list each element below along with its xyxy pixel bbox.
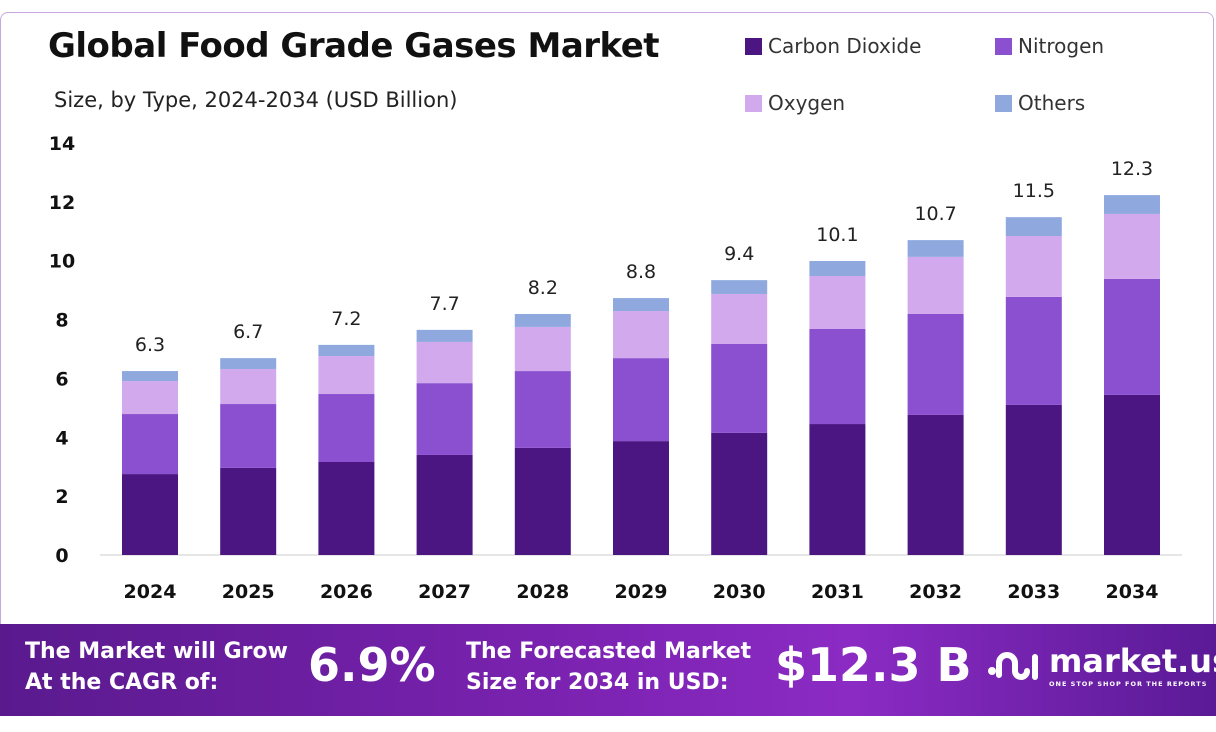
y-tick-label: 4 [55, 427, 68, 449]
bar-segment-carbon-dioxide [613, 441, 669, 555]
cagr-label: The Market will Grow At the CAGR of: [25, 639, 288, 695]
bar-segment-nitrogen [711, 343, 768, 433]
bar-segment-nitrogen [613, 358, 669, 442]
total-data-label: 11.5 [1013, 180, 1055, 202]
stacked-bar-chart: 0 2 4 6 8 10 12 14 6.3 2024 6.7 2025 7.2 2026 7.7 2027 8… [49, 133, 1182, 603]
bar-segment-others [1005, 217, 1062, 236]
bar-segment-oxygen [809, 276, 866, 329]
bar-segment-oxygen [220, 369, 277, 405]
bar-segment-carbon-dioxide [514, 447, 571, 555]
legend-label: Carbon Dioxide [768, 34, 922, 58]
bar-segment-carbon-dioxide [318, 462, 375, 555]
market-us-logo-icon [988, 652, 1038, 680]
legend-label: Others [1018, 91, 1086, 115]
brand-tagline: ONE STOP SHOP FOR THE REPORTS [1049, 680, 1208, 688]
bar-segment-oxygen [613, 311, 669, 359]
brand-name: market.us [1049, 642, 1216, 680]
legend-label: Nitrogen [1018, 34, 1105, 58]
y-tick-label: 0 [55, 545, 68, 567]
total-data-label: 6.3 [135, 334, 165, 356]
total-data-label: 12.3 [1111, 158, 1153, 180]
bar-segment-carbon-dioxide [122, 474, 178, 555]
x-tick-label: 2032 [909, 581, 962, 603]
legend-swatch [995, 37, 1012, 55]
x-tick-label: 2025 [222, 581, 275, 603]
x-tick-label: 2030 [713, 581, 766, 603]
bar-segment-oxygen [318, 356, 375, 395]
x-tick-label: 2034 [1106, 581, 1159, 603]
chart-title: Global Food Grade Gases Market [48, 26, 660, 66]
legend-swatch [995, 94, 1012, 112]
y-tick-label: 14 [49, 133, 75, 155]
y-tick-label: 6 [55, 368, 68, 390]
y-tick-label: 10 [49, 251, 75, 273]
bar-segment-nitrogen [122, 414, 178, 475]
bar-segment-others [318, 344, 375, 357]
x-tick-label: 2028 [516, 581, 569, 603]
bar-segment-oxygen [1104, 213, 1160, 279]
bar-segment-others [514, 313, 571, 327]
bar-segment-carbon-dioxide [907, 414, 964, 555]
bar-segment-nitrogen [907, 313, 964, 415]
total-data-label: 8.2 [528, 277, 558, 299]
bar-segment-others [416, 329, 473, 342]
x-tick-label: 2027 [418, 581, 471, 603]
bar-segment-nitrogen [514, 371, 571, 448]
y-tick-label: 2 [55, 486, 68, 508]
x-tick-label: 2029 [615, 581, 668, 603]
total-data-label: 8.8 [626, 261, 656, 283]
bar-segment-others [220, 358, 277, 370]
legend-item-carbon-dioxide: Carbon Dioxide [745, 34, 921, 58]
bar-segment-carbon-dioxide [711, 432, 768, 555]
cagr-value: 6.9% [308, 638, 436, 692]
bar-segment-carbon-dioxide [1104, 394, 1160, 555]
legend-swatch [745, 37, 762, 55]
total-data-label: 9.4 [724, 243, 754, 265]
total-data-label: 7.7 [429, 293, 459, 315]
legend-swatch [745, 94, 762, 112]
bar-segment-nitrogen [416, 383, 473, 455]
bar-segment-oxygen [711, 293, 768, 344]
bar-segment-oxygen [514, 326, 571, 372]
y-tick-label: 8 [55, 310, 68, 332]
bar-segment-oxygen [122, 381, 178, 415]
total-data-label: 7.2 [331, 308, 361, 330]
bar-segment-carbon-dioxide [416, 454, 473, 555]
bar-segment-nitrogen [1104, 278, 1160, 395]
bar-segment-nitrogen [220, 404, 277, 468]
x-tick-label: 2026 [320, 581, 373, 603]
bar-segment-nitrogen [318, 394, 375, 463]
footer-banner: The Market will Grow At the CAGR of: 6.9%… [0, 624, 1216, 716]
bar-segment-others [613, 298, 669, 312]
legend-item-nitrogen: Nitrogen [995, 34, 1104, 58]
brand-logo: market.us ONE STOP SHOP FOR THE REPORTS [985, 642, 1216, 688]
bar-segment-others [711, 280, 768, 294]
total-data-label: 6.7 [233, 321, 263, 343]
bar-segment-carbon-dioxide [1005, 404, 1062, 555]
x-tick-label: 2024 [124, 581, 177, 603]
bar-segment-nitrogen [809, 328, 866, 425]
forecast-value: $12.3 B [775, 638, 972, 692]
bar-segment-carbon-dioxide [809, 424, 866, 555]
bar-segment-oxygen [1005, 235, 1062, 297]
y-tick-label: 12 [49, 192, 75, 214]
legend-item-others: Others [995, 91, 1085, 115]
bar-segment-oxygen [416, 341, 473, 384]
forecast-label: The Forecasted Market Size for 2034 in US… [466, 639, 752, 695]
bar-segment-oxygen [907, 256, 964, 314]
total-data-label: 10.1 [816, 224, 858, 246]
legend-item-oxygen: Oxygen [745, 91, 845, 115]
x-tick-label: 2033 [1007, 581, 1060, 603]
legend-label: Oxygen [768, 91, 846, 115]
x-tick-label: 2031 [811, 581, 864, 603]
bar-segment-carbon-dioxide [220, 467, 277, 555]
bar-segment-nitrogen [1005, 296, 1062, 405]
bar-segment-others [907, 240, 964, 257]
bar-segment-others [809, 261, 866, 277]
bar-segment-others [1104, 195, 1160, 214]
chart-subtitle: Size, by Type, 2024-2034 (USD Billion) [54, 88, 458, 112]
bar-segment-others [122, 371, 178, 382]
total-data-label: 10.7 [914, 203, 956, 225]
